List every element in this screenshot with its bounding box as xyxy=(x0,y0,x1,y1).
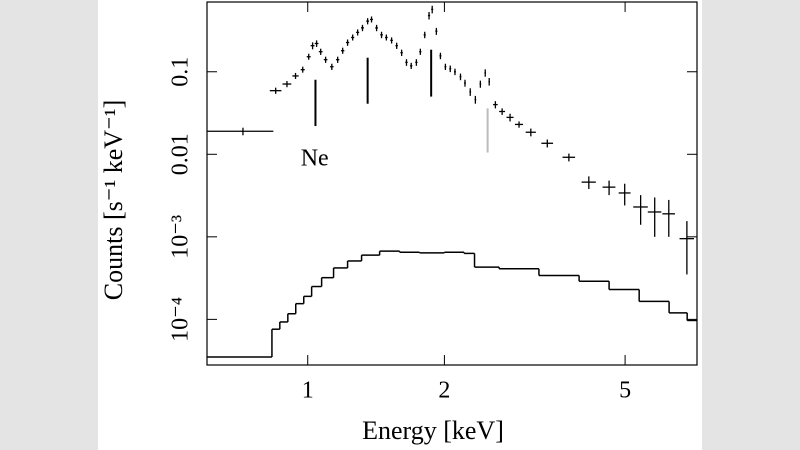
y-axis-title: Counts [s⁻¹ keV⁻¹] xyxy=(99,100,128,300)
data-point xyxy=(449,65,452,73)
data-point xyxy=(356,29,360,36)
data-point xyxy=(323,56,328,63)
data-point xyxy=(207,127,274,136)
data-point xyxy=(318,48,323,55)
data-point xyxy=(479,80,482,88)
data-point xyxy=(499,108,506,115)
data-point xyxy=(366,18,370,25)
data-point xyxy=(419,48,422,55)
data-point xyxy=(375,24,378,32)
data-point xyxy=(506,113,514,122)
y-tick-label: 0.01 xyxy=(168,133,194,175)
data-point xyxy=(370,16,373,23)
panel xyxy=(98,0,702,450)
data-point xyxy=(395,42,398,49)
data-point xyxy=(618,183,631,206)
data-point xyxy=(514,121,524,128)
data-point xyxy=(474,95,477,104)
data-point xyxy=(335,56,340,63)
y-tick-label: 10⁻⁴ xyxy=(168,297,194,342)
data-point xyxy=(341,47,345,54)
data-point xyxy=(431,5,434,14)
data-point xyxy=(444,63,447,71)
data-point xyxy=(435,27,438,35)
data-point xyxy=(292,72,299,79)
data-point xyxy=(633,195,648,225)
data-point xyxy=(423,31,426,39)
data-point xyxy=(310,42,315,50)
data-point xyxy=(405,59,408,66)
data-point xyxy=(647,197,662,237)
x-tick-label: 1 xyxy=(302,378,314,404)
data-point xyxy=(493,101,498,109)
data-point xyxy=(330,63,334,71)
data-point xyxy=(415,59,418,66)
data-point xyxy=(400,49,403,57)
data-point xyxy=(360,24,364,32)
data-point xyxy=(679,221,694,275)
data-point xyxy=(464,79,466,87)
data-point xyxy=(351,34,355,41)
data-point xyxy=(541,139,554,148)
data-point xyxy=(454,68,456,76)
data-point xyxy=(488,78,490,86)
data-point xyxy=(581,176,596,189)
data-point xyxy=(269,87,282,94)
y-tick-label: 10⁻³ xyxy=(168,215,194,259)
data-point xyxy=(314,40,319,47)
data-point xyxy=(306,53,311,60)
data-point xyxy=(282,81,292,88)
data-point xyxy=(380,31,383,39)
plot-frame xyxy=(206,1,698,366)
data-point xyxy=(390,37,393,44)
data-point xyxy=(662,199,676,237)
data-point xyxy=(427,11,431,20)
annotation: Ne xyxy=(301,146,329,172)
data-point xyxy=(439,52,442,60)
data-point xyxy=(459,73,462,81)
data-point xyxy=(484,69,487,77)
data-point xyxy=(602,180,616,196)
x-tick-label: 2 xyxy=(438,378,450,404)
data-point xyxy=(345,39,350,46)
data-point xyxy=(469,88,472,96)
data-point xyxy=(410,62,413,69)
x-tick-label: 5 xyxy=(619,378,631,404)
y-tick-label: 0.1 xyxy=(168,57,194,87)
data-point xyxy=(385,34,388,41)
x-axis-title: Energy [keV] xyxy=(362,416,504,445)
data-point xyxy=(525,128,536,137)
data-point xyxy=(562,153,576,162)
data-point xyxy=(300,66,305,73)
